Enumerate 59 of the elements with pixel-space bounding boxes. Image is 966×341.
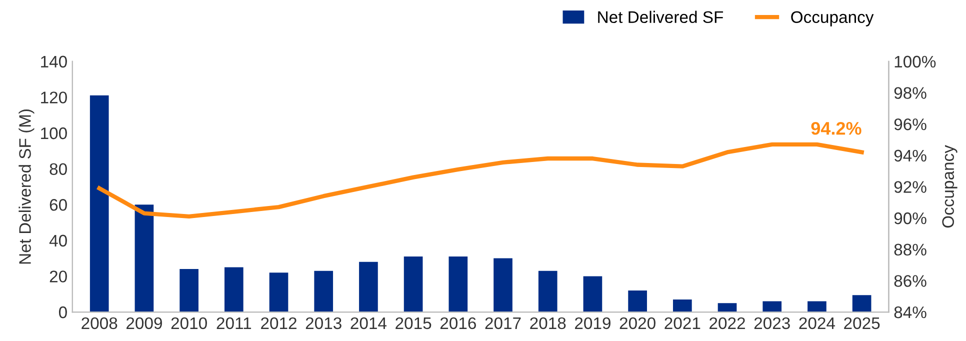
x-tick-label: 2013 [306,317,342,330]
y2-tick-label: 88% [894,244,926,256]
bar [134,204,154,312]
y-tick-label: 140 [41,56,67,68]
x-tick-label: 2008 [82,317,118,330]
bar [90,95,109,312]
y2-tick-label: 92% [894,181,926,193]
x-tick-label: 2011 [216,317,252,330]
x-tick-label: 2018 [530,317,566,330]
y-tick-label: 100 [41,127,67,140]
annotation: 94.2% [811,122,862,135]
y2-tick-label: 100% [894,56,936,68]
bar [404,256,423,312]
y-tick-label: 40 [49,234,67,247]
x-tick-label: 2022 [710,317,745,330]
bar [718,303,737,312]
y-tick-label: 20 [50,270,67,282]
x-tick-label: 2010 [171,317,207,330]
y-axis-title: Net Delivered SF (M) [18,109,34,264]
x-tick-label: 2015 [396,317,432,330]
x-tick-label: 2020 [620,317,656,330]
x-tick-label: 2016 [440,317,476,330]
bar [314,270,334,312]
y2-tick-label: 94% [894,150,926,162]
x-tick-label: 2024 [799,317,836,330]
bar [359,262,378,312]
y2-axis-title: Occupancy [942,145,958,228]
line-series [97,142,864,219]
bar [494,258,512,312]
x-tick-label: 2019 [575,317,610,330]
x-tick-label: 2017 [485,317,521,330]
y-tick-label: 0 [58,306,67,318]
y2-tick-label: 96% [894,118,926,130]
bar [672,299,692,312]
y-tick-label: 120 [41,92,67,104]
bar [583,276,602,312]
y2-tick-label: 90% [894,212,926,224]
bar [224,267,244,312]
y-tick-label: 60 [50,199,67,211]
x-tick-label: 2021 [664,317,700,330]
legend-label: Net Delivered SF [598,10,724,24]
bar [269,272,288,312]
bar [808,301,826,312]
bar [180,269,198,312]
bar [762,301,782,312]
y-tick-label: 80 [50,163,67,175]
bar [852,295,872,312]
x-tick-label: 2009 [126,317,162,330]
y2-tick-label: 86% [894,275,926,287]
bar [628,290,647,312]
bar [538,270,558,312]
legend-label: Occupancy [791,11,874,26]
y2-tick-label: 98% [894,87,926,99]
x-tick-label: 2023 [754,317,790,330]
x-tick-label: 2014 [350,317,387,330]
y2-tick-label: 84% [894,306,926,318]
x-tick-label: 2025 [844,317,880,330]
bar [448,256,468,312]
x-tick-label: 2012 [261,317,296,330]
